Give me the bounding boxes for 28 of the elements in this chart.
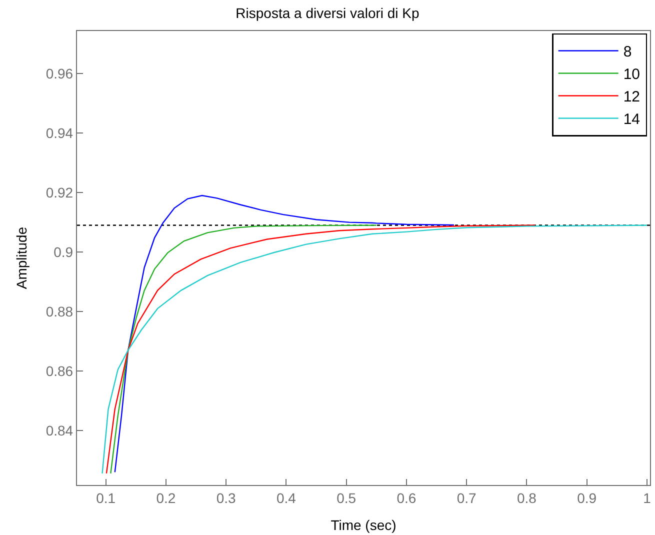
y-tick-label: 0.9 — [54, 244, 74, 260]
x-tick-label: 0.7 — [456, 490, 477, 506]
x-tick-label: 0.3 — [216, 490, 236, 506]
x-tick-label: 0.1 — [96, 490, 116, 506]
legend-label: 14 — [623, 111, 640, 128]
x-tick-label: 0.2 — [156, 490, 176, 506]
legend-label: 10 — [623, 66, 640, 84]
chart-title: Risposta a diversi valori di Kp — [236, 4, 420, 21]
x-tick-label: 0.6 — [396, 490, 416, 506]
line-series — [110, 224, 378, 474]
legend-label: 8 — [623, 44, 632, 61]
x-tick-label: 0.4 — [276, 490, 296, 506]
line-series — [102, 224, 648, 474]
x-tick-label: 0.5 — [336, 490, 356, 506]
x-tick-label: 1 — [643, 490, 652, 506]
y-tick-label: 0.88 — [46, 303, 74, 320]
y-axis-title: Amplitude — [13, 226, 30, 290]
line-series — [106, 224, 536, 474]
y-tick-label: 0.92 — [46, 184, 74, 200]
legend-label: 12 — [623, 88, 640, 106]
y-tick-label: 0.84 — [46, 422, 74, 438]
line-series — [114, 194, 455, 473]
y-tick-label: 0.86 — [46, 362, 74, 379]
y-tick-label: 0.96 — [46, 65, 74, 82]
y-tick-label: 0.94 — [46, 124, 74, 141]
x-axis-title: Time (sec) — [330, 517, 396, 534]
x-tick-label: 0.9 — [577, 490, 597, 506]
x-tick-label: 0.8 — [517, 490, 537, 506]
